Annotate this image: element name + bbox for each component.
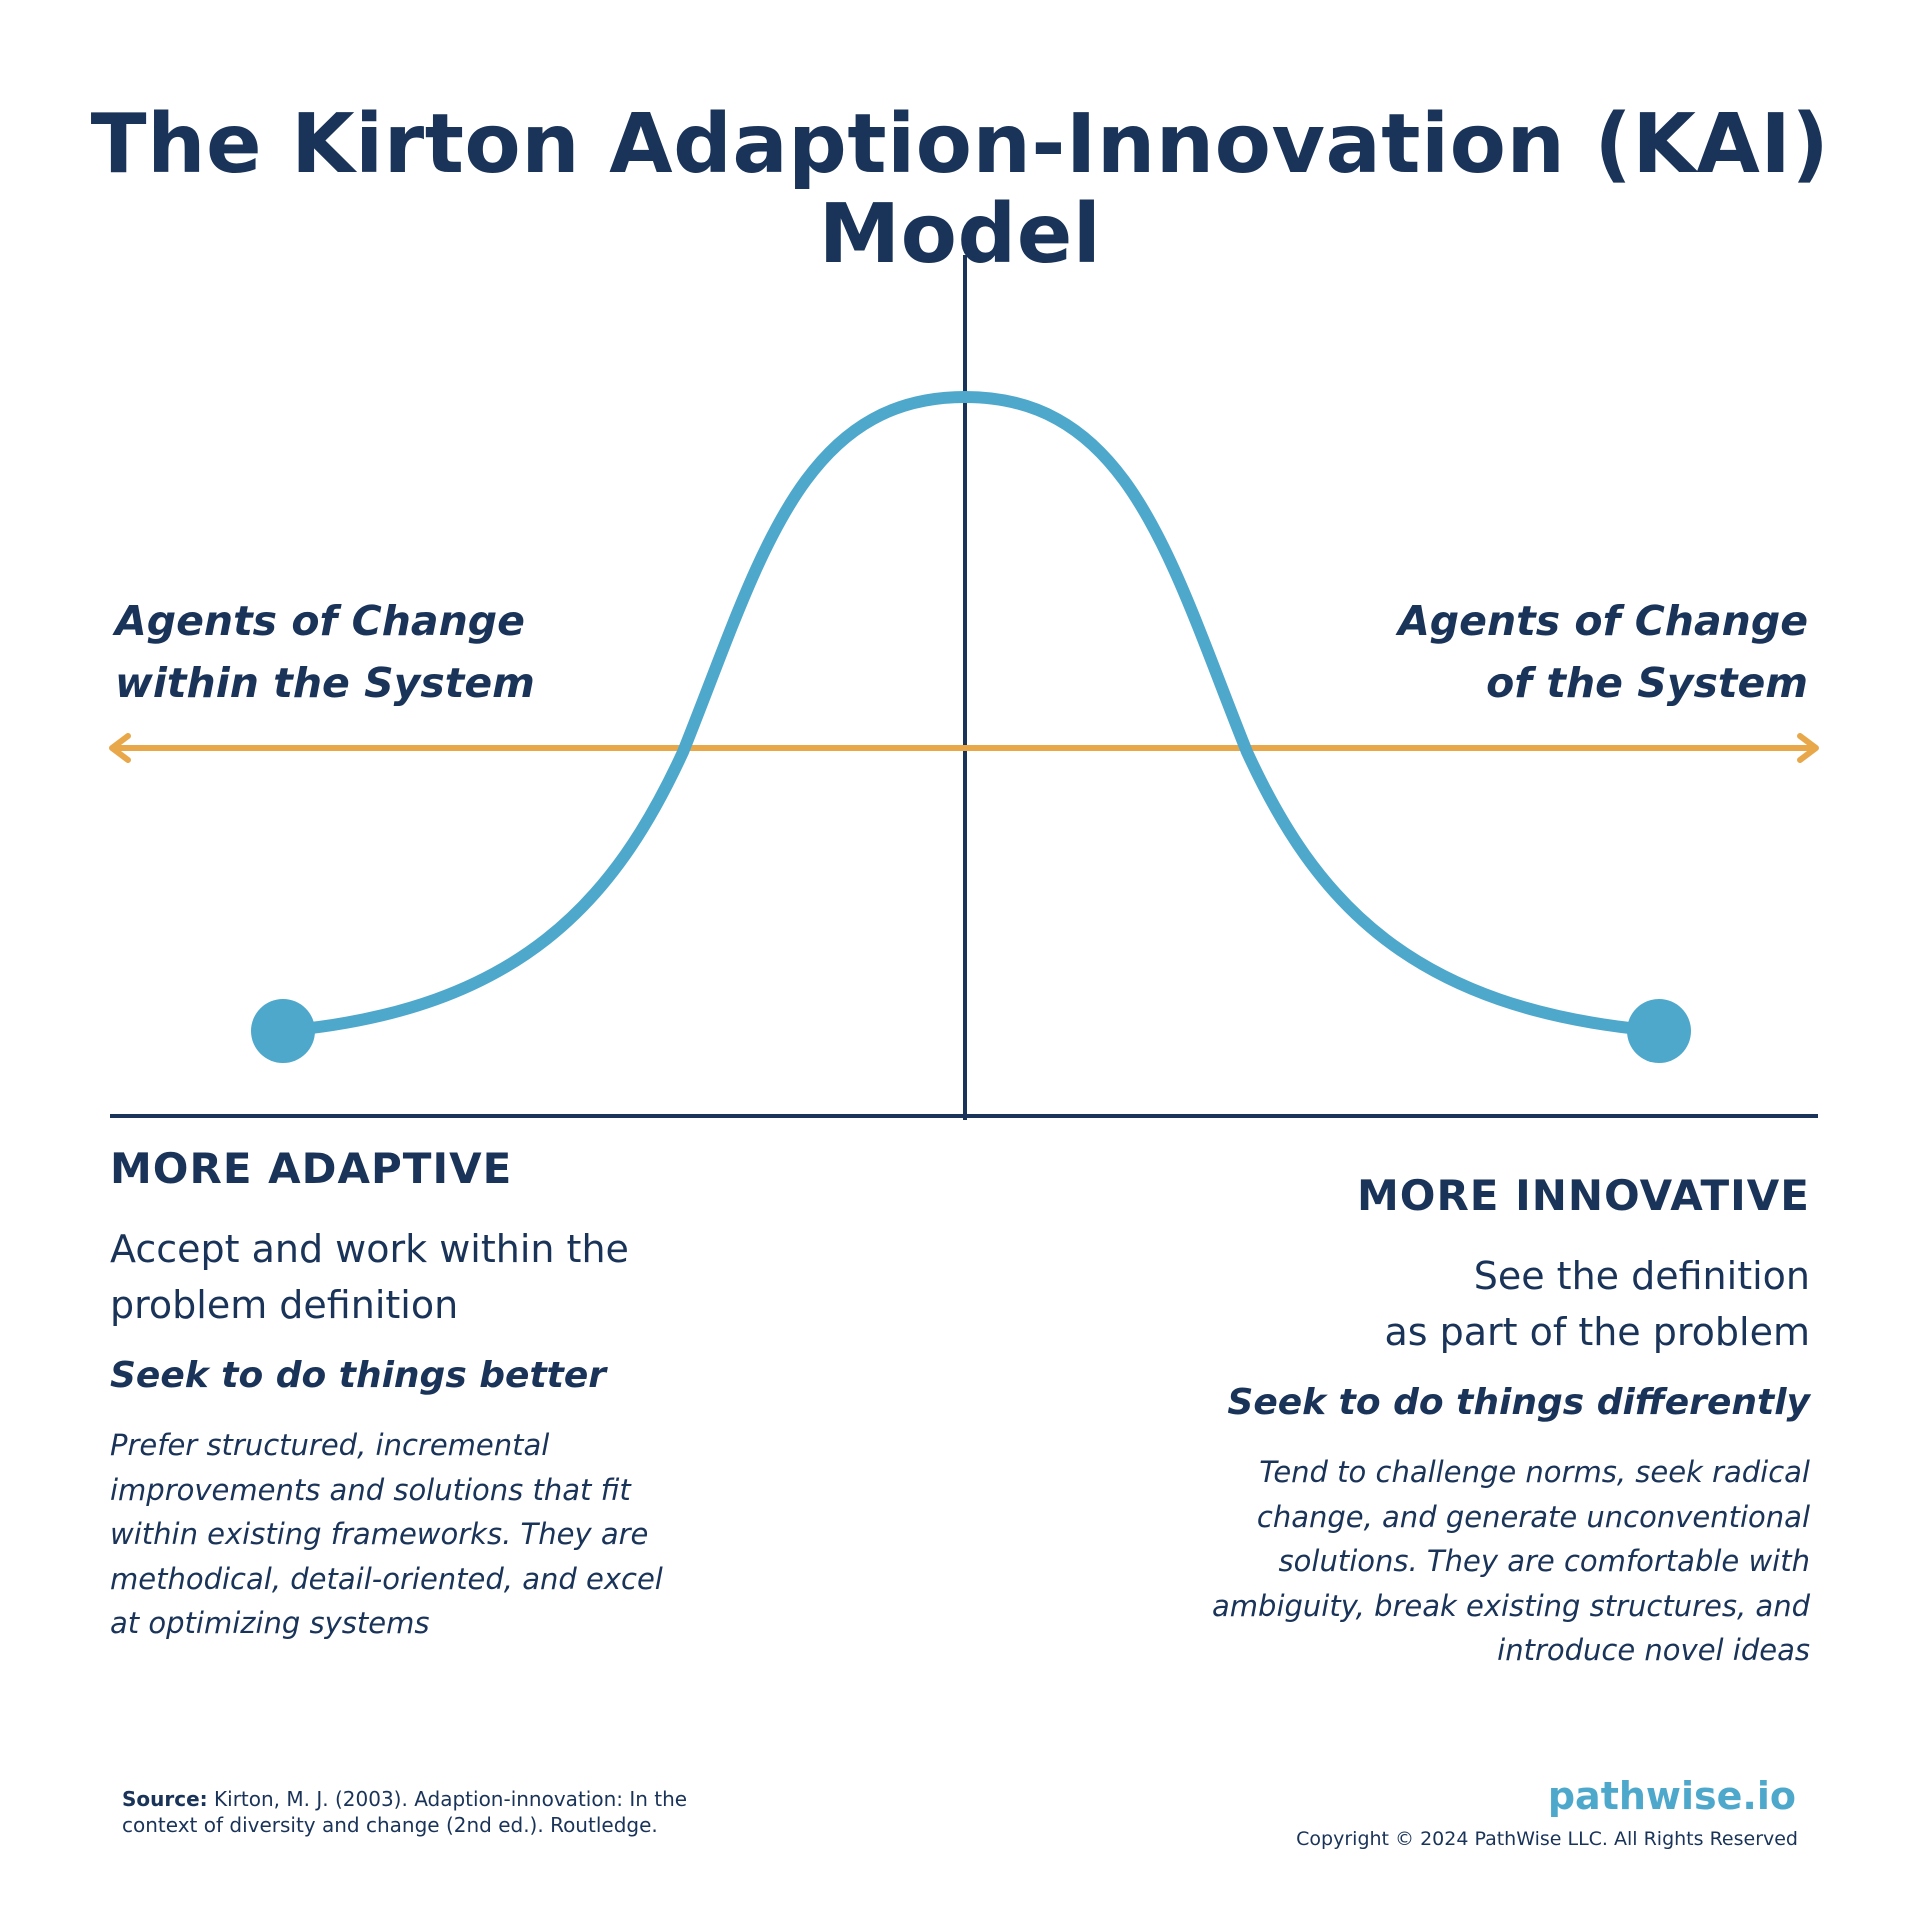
adaptive-endpoint-dot xyxy=(251,999,315,1063)
agents-of-system-label: Agents of Change of the System xyxy=(1398,590,1808,714)
innovative-detail-line-3: solutions. They are comfortable with xyxy=(1278,1544,1810,1578)
adaptive-detail: Prefer structured, incremental improveme… xyxy=(110,1423,730,1646)
innovative-endpoint-dot xyxy=(1627,999,1691,1063)
agents-within-system-label: Agents of Change within the System xyxy=(115,590,535,714)
adaptive-detail-line-3: within existing frameworks. They are xyxy=(110,1517,649,1551)
agents-of-system-line-2: of the System xyxy=(1486,659,1808,707)
brand-logo-text: pathwise.io xyxy=(1547,1774,1796,1818)
adaptive-heading: MORE ADAPTIVE xyxy=(110,1144,513,1193)
innovative-section: MORE INNOVATIVE See the definition as pa… xyxy=(1190,1170,1810,1673)
innovative-tagline: Seek to do things differently xyxy=(1227,1382,1810,1423)
source-citation-line-1: Source: Kirton, M. J. (2003). Adaption-i… xyxy=(122,1786,822,1812)
spectrum-arrow xyxy=(109,733,1819,763)
adaptive-detail-line-2: improvements and solutions that fit xyxy=(110,1472,631,1507)
adaptive-description-line-1: Accept and work within the xyxy=(110,1227,629,1271)
innovative-detail-line-1: Tend to challenge norms, seek radical xyxy=(1259,1455,1810,1489)
agents-within-system-line-1: Agents of Change xyxy=(115,597,525,645)
page-title: The Kirton Adaption-Innovation (KAI) Mod… xyxy=(90,97,1830,283)
bell-curve xyxy=(277,390,1665,1037)
source-text-1: Kirton, M. J. (2003). Adaption-innovatio… xyxy=(214,1787,688,1811)
source-citation-line-2: context of diversity and change (2nd ed.… xyxy=(122,1813,658,1837)
innovative-detail-line-5: introduce novel ideas xyxy=(1497,1633,1810,1667)
adaptive-detail-line-1: Prefer structured, incremental xyxy=(110,1428,550,1462)
arrow-head-right xyxy=(1797,733,1819,763)
adaptive-description-line-2: problem definition xyxy=(110,1283,459,1327)
arrow-head-left xyxy=(109,733,131,763)
innovative-description: See the definition as part of the proble… xyxy=(1190,1248,1810,1360)
innovative-heading: MORE INNOVATIVE xyxy=(1356,1171,1810,1220)
innovative-description-line-1: See the definition xyxy=(1473,1254,1810,1298)
adaptive-description: Accept and work within the problem defin… xyxy=(110,1221,730,1333)
innovative-detail: Tend to challenge norms, seek radical ch… xyxy=(1190,1450,1810,1673)
agents-of-system-line-1: Agents of Change xyxy=(1398,597,1808,645)
agents-within-system-line-2: within the System xyxy=(115,659,535,707)
adaptive-detail-line-4: methodical, detail-oriented, and excel xyxy=(110,1561,663,1596)
source-citation: Source: Kirton, M. J. (2003). Adaption-i… xyxy=(122,1786,822,1838)
innovative-detail-line-2: change, and generate unconventional xyxy=(1256,1499,1810,1534)
adaptive-detail-line-5: at optimizing systems xyxy=(110,1606,430,1640)
adaptive-tagline: Seek to do things better xyxy=(110,1355,607,1396)
copyright-notice: Copyright © 2024 PathWise LLC. All Right… xyxy=(1296,1828,1798,1850)
innovative-detail-line-4: ambiguity, break existing structures, an… xyxy=(1212,1588,1810,1623)
innovative-description-line-2: as part of the problem xyxy=(1384,1310,1810,1354)
adaptive-section: MORE ADAPTIVE Accept and work within the… xyxy=(110,1143,730,1646)
source-label: Source: xyxy=(122,1787,208,1811)
